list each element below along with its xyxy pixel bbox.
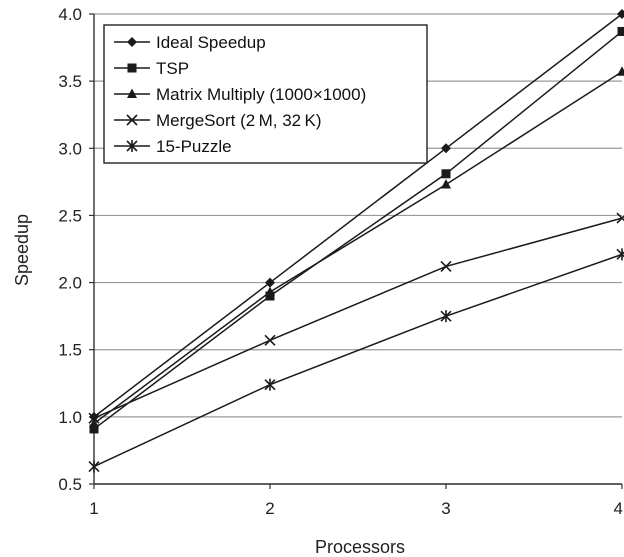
legend-marker [127,37,137,47]
y-tick-label: 3.0 [58,139,82,158]
data-point-3 [616,212,624,224]
legend-marker [126,140,138,152]
data-point-0 [265,277,275,288]
series-layer [88,9,624,473]
data-point-2 [89,418,99,428]
y-tick-label: 3.5 [58,72,82,91]
legend-marker [127,88,137,98]
x-tick-label: 3 [441,499,450,518]
y-tick-label: 2.0 [58,274,82,293]
legend-label: Ideal Speedup [156,33,266,52]
x-axis-label: Processors [315,537,405,557]
data-point-0 [441,143,451,154]
x-tick-label: 4 [614,499,623,518]
legend-marker [127,63,137,73]
legend-label: TSP [156,59,189,78]
data-point-0 [89,411,99,422]
legend: Ideal Speedup TSP Matrix Multiply (1000×10… [103,24,428,164]
data-point-1 [617,26,624,36]
data-point-4 [264,378,276,391]
data-point-4 [88,460,100,473]
legend-box [103,24,428,164]
x-tick-label: 1 [89,499,98,518]
series-line-0 [93,13,623,418]
legend-label: MergeSort (2 M, 32 K) [156,111,322,130]
x-tick-label: 2 [265,499,274,518]
series-line-1 [93,30,623,430]
data-point-1 [265,291,275,301]
y-tick-label: 1.5 [58,341,82,360]
data-point-4 [440,310,452,323]
y-tick-label: 2.5 [58,206,82,225]
data-point-2 [265,286,275,296]
data-point-2 [617,66,624,76]
series-line-4 [93,253,623,468]
data-point-3 [440,260,452,273]
data-point-3 [264,334,276,346]
data-point-3 [88,412,100,424]
axes: 0.5 1.0 1.5 2.0 2.5 3.0 3.5 4.0 1 2 3 4 [58,5,623,518]
series-line-3 [93,217,623,419]
data-point-1 [441,169,451,179]
y-tick-label: 4.0 [58,5,82,24]
y-tick-label: 0.5 [58,475,82,494]
data-point-1 [89,424,99,434]
data-point-2 [441,179,451,189]
legend-label: 15-Puzzle [156,137,232,156]
legend-label: Matrix Multiply (1000×1000) [156,85,366,104]
legend-marker [126,114,138,126]
series-line-2 [93,71,623,425]
y-tick-label: 1.0 [58,408,82,427]
data-point-0 [617,9,624,19]
data-point-4 [616,248,624,261]
y-axis-label: Speedup [12,214,32,286]
